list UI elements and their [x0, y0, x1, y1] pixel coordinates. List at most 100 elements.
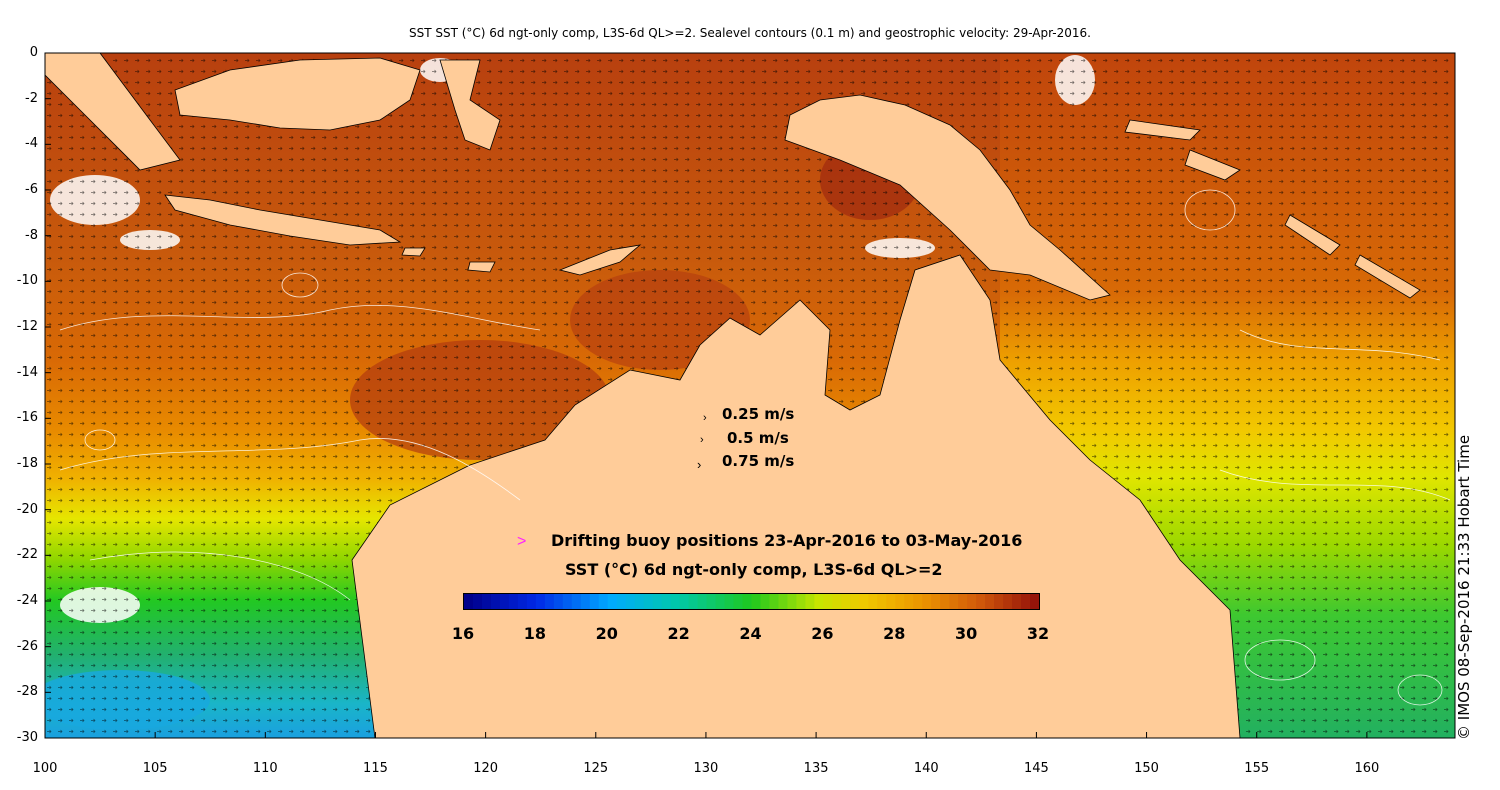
colorbar-cell — [553, 594, 564, 609]
colorbar-cell — [760, 594, 770, 609]
y-tick-label: -16 — [16, 410, 38, 426]
colorbar-tick-label: 28 — [883, 624, 906, 643]
colorbar-cell — [967, 594, 977, 609]
velocity-arrow-icon: › — [697, 457, 702, 472]
y-tick-label: -8 — [25, 227, 38, 243]
y-tick-label: -18 — [16, 456, 38, 471]
colorbar-cell — [1030, 594, 1039, 609]
colorbar-cell — [904, 594, 914, 609]
colorbar-cell — [931, 594, 941, 609]
colorbar-cell — [724, 594, 735, 609]
colorbar-cell — [823, 594, 833, 609]
x-tick-label: 100 — [32, 761, 58, 776]
x-tick-label: 120 — [473, 761, 499, 776]
colorbar-tick-label: 32 — [1026, 624, 1050, 643]
y-tick-label: -22 — [16, 547, 38, 563]
colorbar-cell — [805, 594, 815, 609]
x-tick-label: 140 — [913, 761, 939, 776]
credit-label: © IMOS 08-Sep-2016 21:33 Hobart Time — [1455, 434, 1473, 740]
magenta-arrow-icon: > — [517, 533, 527, 550]
y-tick-label: -28 — [16, 684, 38, 700]
colorbar-cell — [895, 594, 905, 609]
colorbar-cell — [670, 594, 681, 609]
colorbar-cell — [742, 594, 752, 609]
colorbar-cell — [607, 594, 618, 609]
colorbar-cell — [499, 594, 510, 609]
colorbar-cell — [508, 594, 519, 609]
colorbar-cell — [958, 594, 968, 609]
y-tick-label: -2 — [25, 90, 38, 106]
colorbar-cell — [1012, 594, 1022, 609]
colorbar-cell — [472, 594, 483, 609]
colorbar-tick-label: 18 — [523, 624, 546, 643]
x-tick-label: 145 — [1023, 761, 1049, 776]
y-tick-label: -12 — [16, 319, 38, 334]
velocity-legend-small: 0.25 m/s — [722, 405, 795, 423]
colorbar-cell — [922, 594, 932, 609]
colorbar-cell — [949, 594, 959, 609]
velocity-arrow-icon: › — [700, 434, 704, 446]
x-tick-label: 110 — [252, 761, 278, 776]
buoy-legend-label: Drifting buoy positions 23-Apr-2016 to 0… — [551, 531, 1023, 550]
y-tick-label: -20 — [16, 501, 38, 517]
colorbar-tick-label: 30 — [954, 624, 978, 643]
colorbar-cell — [661, 594, 672, 609]
x-tick-label: 125 — [583, 761, 609, 776]
colorbar-cell — [688, 594, 699, 609]
x-tick-label: 160 — [1354, 761, 1380, 776]
y-tick-label: -14 — [16, 364, 38, 380]
y-tick-label: -4 — [25, 136, 38, 152]
colorbar-cell — [679, 594, 690, 609]
colorbar-cell — [715, 594, 726, 609]
colorbar-cell — [481, 594, 492, 609]
colorbar-tick-label: 26 — [811, 624, 834, 643]
x-tick-label: 130 — [693, 761, 719, 776]
colorbar-cell — [517, 594, 528, 609]
colorbar-tick-label: 24 — [739, 624, 762, 643]
colorbar-cell — [751, 594, 761, 609]
colorbar-tick-label: 22 — [667, 624, 690, 643]
colorbar-cell — [733, 594, 744, 609]
y-tick-label: 0 — [29, 45, 38, 60]
colorbar-tick-label: 16 — [451, 624, 475, 643]
colorbar-cell — [841, 594, 851, 609]
colorbar-tick-label: 20 — [595, 624, 618, 643]
colorbar — [463, 593, 1040, 610]
colorbar-cell — [598, 594, 609, 609]
colorbar-cell — [706, 594, 717, 609]
colorbar-cell — [616, 594, 627, 609]
velocity-legend-large: 0.75 m/s — [722, 452, 795, 470]
colorbar-cell — [580, 594, 591, 609]
colorbar-cell — [832, 594, 842, 609]
colorbar-cell — [877, 594, 887, 609]
colorbar-cell — [544, 594, 555, 609]
y-tick-label: -6 — [25, 182, 38, 197]
colorbar-cell — [994, 594, 1004, 609]
colorbar-cell — [652, 594, 663, 609]
colorbar-cell — [490, 594, 501, 609]
colorbar-cell — [571, 594, 582, 609]
colorbar-cell — [526, 594, 537, 609]
colorbar-cell — [778, 594, 788, 609]
colorbar-cell — [769, 594, 779, 609]
colorbar-cell — [814, 594, 824, 609]
y-tick-label: -26 — [16, 638, 38, 654]
y-tick-label: -10 — [16, 273, 38, 289]
colorbar-cell — [985, 594, 995, 609]
map-title: SST SST (°C) 6d ngt-only comp, L3S-6d QL… — [408, 26, 1091, 40]
x-tick-label: 155 — [1244, 761, 1270, 776]
colorbar-cell — [643, 594, 654, 609]
colorbar-cell — [859, 594, 869, 609]
y-tick-label: -24 — [16, 593, 38, 608]
colorbar-cell — [796, 594, 806, 609]
colorbar-title: SST (°C) 6d ngt-only comp, L3S-6d QL>=2 — [565, 560, 943, 579]
colorbar-cell — [535, 594, 546, 609]
colorbar-cell — [1003, 594, 1013, 609]
colorbar-cell — [976, 594, 986, 609]
colorbar-cell — [697, 594, 708, 609]
y-tick-label: -30 — [16, 730, 38, 745]
x-tick-label: 115 — [363, 761, 388, 776]
colorbar-cell — [1021, 594, 1031, 609]
colorbar-cell — [913, 594, 923, 609]
